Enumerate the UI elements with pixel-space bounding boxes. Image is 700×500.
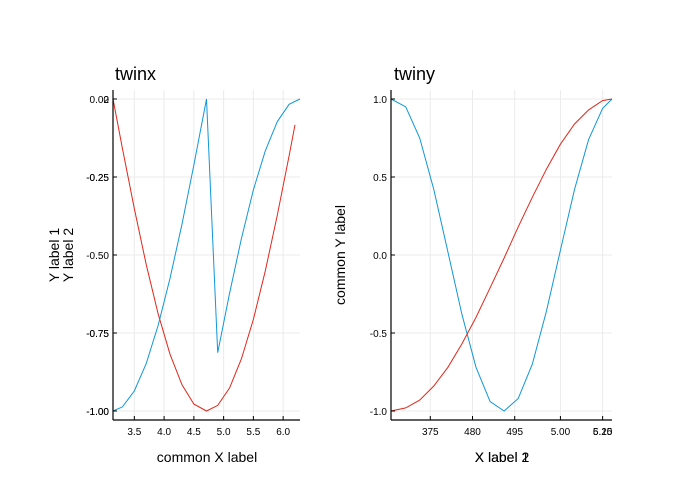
chart-twiny: 375 480 495 5.00 5.156.20 1.0 0.5 0.0 -0.5 -1.0 t… (332, 64, 613, 465)
series-line-1 (112, 98, 296, 412)
x-axis-label-1-twiny: X label 1 (475, 449, 530, 465)
y-axis-label-2-twinx: Y label 2 (60, 228, 76, 282)
y2-tick-label: -1.00 (86, 407, 109, 418)
y-tick-label: -0.50 (86, 251, 109, 262)
x-tick-label: 5.5 (246, 427, 260, 438)
y-tick-label: 0.0 (373, 251, 387, 262)
y-tick-label: -1.00 (86, 407, 109, 418)
x-tick-label: 6.0 (276, 427, 290, 438)
chart-twinx: 3.5 4.0 4.5 5.0 5.5 6.0 0.00 -0.25 -0.50 -0.75 -1.… (46, 64, 301, 465)
ticks-twiny: 375 480 495 5.00 5.156.20 1.0 0.5 0.0 -0.5 -1.0 (370, 95, 613, 438)
series-line-2 (112, 98, 301, 412)
y-tick-label: -1.0 (370, 407, 388, 418)
y-tick-label: 0.5 (373, 173, 387, 184)
grid-twiny (391, 90, 612, 420)
series-line-2 (390, 98, 613, 412)
y-axis-label-1-twinx: Y label 1 (46, 228, 62, 282)
y-axis-label-twiny: common Y label (332, 205, 348, 305)
x-tick-label: 5.0 (217, 427, 231, 438)
series-group-twinx (112, 98, 301, 412)
y-tick-label: -0.25 (86, 173, 109, 184)
x-tick-label: 4.0 (157, 427, 171, 438)
x-tick-label: 3.5 (127, 427, 141, 438)
y2-tick-label: -0.25 (86, 173, 109, 184)
ticks-twinx: 3.5 4.0 4.5 5.0 5.5 6.0 0.00 -0.25 -0.50 -0.75 -1.… (86, 95, 290, 438)
x-tick-label-overlap: 6.20 (593, 427, 613, 438)
y2-tick-label: -0.75 (86, 329, 109, 340)
x-tick-label: 5.00 (551, 427, 571, 438)
x-axis-label-2-twiny: X label 2 (475, 449, 530, 465)
chart-title-twinx: twinx (115, 64, 156, 84)
series-line-1 (390, 98, 613, 412)
x-tick-label: 480 (464, 427, 481, 438)
y-tick-label: 0.00 (90, 95, 110, 106)
x-tick-label: 375 (422, 427, 439, 438)
y-tick-label: -0.5 (370, 329, 388, 340)
y-tick-label: -0.75 (86, 329, 109, 340)
y-tick-label: 1.0 (373, 95, 387, 106)
x-tick-label: 4.5 (187, 427, 201, 438)
series-group-twiny (390, 98, 613, 412)
x-tick-label: 5.15 (593, 427, 613, 438)
grid-twinx (113, 90, 300, 420)
y2-tick-label: 2 (103, 95, 109, 106)
x-axis-label-twinx: common X label (157, 449, 257, 465)
chart-title-twiny: twiny (394, 64, 435, 84)
x-tick-label: 495 (506, 427, 523, 438)
